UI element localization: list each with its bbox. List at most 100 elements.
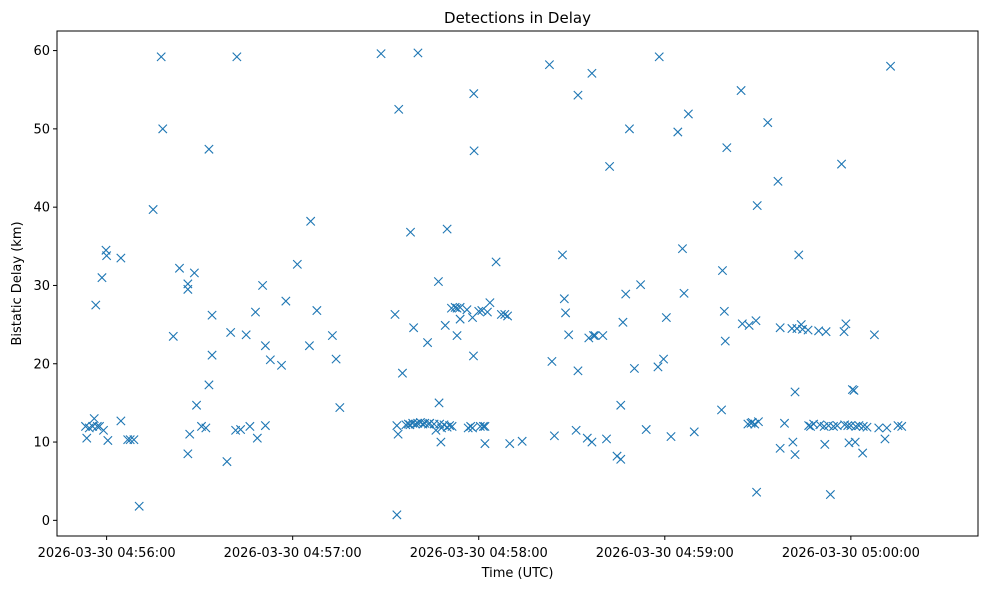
data-point-marker (207, 350, 217, 360)
marker-stroke (168, 331, 178, 341)
data-point-marker (679, 288, 689, 298)
marker-stroke (673, 127, 683, 137)
data-point-marker (469, 89, 479, 99)
data-point-marker (500, 309, 510, 320)
marker-stroke (469, 89, 479, 99)
data-point-marker (814, 326, 824, 336)
data-point-marker (91, 300, 101, 310)
data-point-marker (185, 429, 195, 439)
data-point-marker (183, 284, 193, 294)
marker-stroke (683, 109, 693, 119)
marker-stroke (462, 305, 472, 315)
data-point-marker (736, 85, 746, 96)
marker-stroke (557, 250, 568, 260)
marker-stroke (189, 268, 199, 278)
data-point-marker (276, 360, 287, 370)
data-point-marker (183, 449, 193, 459)
marker-stroke (629, 363, 639, 374)
marker-stroke (744, 320, 754, 330)
x-tick-label: 2026-03-30 04:59:00 (596, 546, 734, 561)
marker-stroke (207, 350, 217, 360)
data-point-marker (763, 118, 773, 128)
marker-stroke (880, 434, 890, 444)
data-point-marker (174, 263, 185, 273)
data-point-marker (304, 341, 315, 351)
marker-stroke (560, 308, 571, 318)
marker-stroke (335, 403, 345, 413)
chart-title: Detections in Delay (444, 9, 591, 27)
axis-ticks: 2026-03-30 04:56:00 2026-03-30 04:57:00 20… (33, 44, 919, 561)
marker-stroke (893, 421, 903, 431)
marker-stroke (502, 311, 513, 321)
marker-stroke (588, 330, 599, 341)
marker-stroke (98, 425, 109, 435)
data-point-marker (392, 421, 402, 431)
data-point-marker (616, 400, 626, 410)
marker-stroke (392, 510, 402, 520)
y-tick-label: 10 (33, 436, 50, 451)
marker-stroke (797, 324, 808, 334)
marker-stroke (250, 307, 261, 317)
marker-stroke (773, 176, 783, 186)
data-point-marker (804, 421, 814, 431)
marker-stroke (598, 330, 608, 341)
marker-stroke (103, 435, 113, 446)
marker-stroke (654, 52, 664, 62)
data-point-marker (447, 421, 457, 431)
data-point-marker (116, 416, 126, 426)
data-point-marker (744, 320, 754, 330)
marker-stroke (854, 421, 864, 431)
marker-stroke (775, 443, 785, 453)
marker-stroke (858, 421, 868, 431)
marker-stroke (658, 354, 669, 364)
data-point-marker (436, 437, 446, 447)
marker-stroke (241, 330, 251, 340)
marker-stroke (775, 323, 785, 333)
data-point-marker (616, 454, 626, 464)
marker-stroke (587, 437, 597, 447)
data-point-marker (482, 307, 493, 317)
data-point-marker (232, 52, 242, 62)
marker-stroke (832, 421, 842, 431)
data-point-marker (882, 423, 892, 433)
marker-stroke (452, 330, 462, 341)
marker-stroke (641, 424, 651, 435)
marker-stroke (573, 90, 583, 100)
data-point-marker (82, 433, 92, 443)
marker-stroke (485, 298, 495, 308)
marker-stroke (666, 431, 676, 442)
data-point-marker (156, 52, 166, 62)
data-point-marker (84, 423, 94, 433)
data-point-marker (98, 425, 109, 435)
data-point-marker (653, 362, 663, 372)
marker-stroke (415, 417, 426, 428)
data-point-marker (168, 331, 178, 341)
marker-stroke (844, 438, 854, 448)
marker-stroke (405, 227, 416, 237)
marker-stroke (624, 124, 635, 134)
data-point-marker (292, 259, 302, 269)
marker-stroke (204, 144, 214, 154)
marker-stroke (820, 439, 830, 449)
marker-stroke (803, 325, 813, 335)
data-point-marker (102, 251, 112, 261)
marker-stroke (89, 413, 99, 424)
marker-stroke (201, 423, 211, 433)
marker-stroke (327, 330, 337, 341)
data-point-marker (463, 423, 473, 433)
data-point-marker (587, 437, 597, 447)
marker-stroke (376, 49, 386, 59)
marker-stroke (292, 259, 302, 269)
marker-stroke (260, 421, 270, 431)
data-point-marker (720, 336, 730, 346)
marker-stroke (185, 429, 195, 439)
data-point-marker (455, 314, 465, 324)
data-point-marker (641, 424, 651, 435)
data-point-marker (722, 143, 732, 153)
marker-stroke (779, 418, 790, 428)
x-tick-label: 2026-03-30 04:58:00 (410, 546, 548, 561)
data-point-marker (444, 421, 455, 431)
marker-stroke (469, 146, 479, 156)
marker-stroke (252, 433, 262, 443)
data-point-marker (573, 90, 583, 100)
